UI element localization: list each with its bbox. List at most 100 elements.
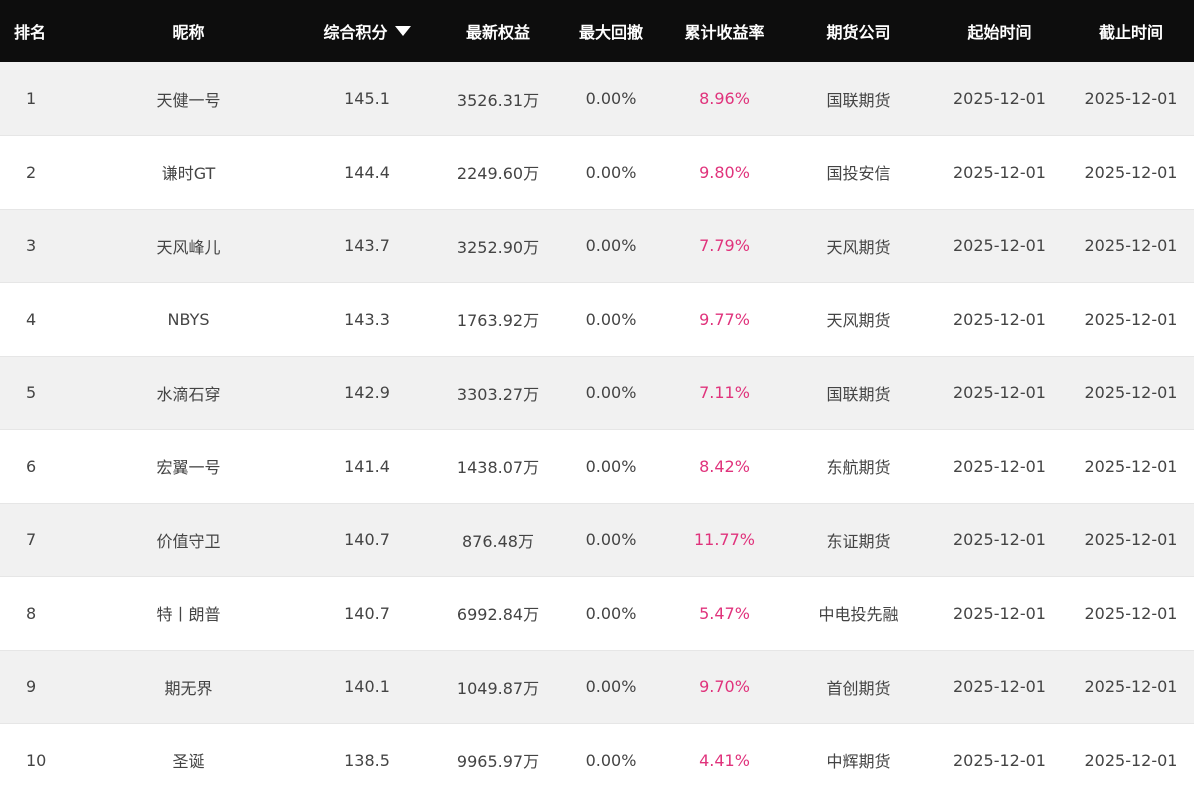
return-rate-cell: 5.47% — [699, 603, 750, 623]
table-row[interactable]: 8 特丨朗普 140.7 6992.84万 0.00% 5.47% 中电投先融 2025-12… — [0, 576, 1194, 650]
column-header-end[interactable]: 截止时间 — [1098, 23, 1163, 42]
start-time-cell: 2025-12-01 — [953, 236, 1046, 256]
end-time-cell: 2025-12-01 — [1084, 236, 1178, 256]
rank-cell: 6 — [26, 456, 37, 476]
table-row[interactable]: 10 圣诞 138.5 9965.97万 0.00% 4.41% 中辉期货 2025-12-0… — [0, 723, 1194, 791]
equity-cell: 1763.92万 — [456, 311, 540, 331]
score-cell: 142.9 — [344, 383, 390, 403]
company-cell: 首创期货 — [826, 678, 891, 698]
table-header-row: 排名 昵称 综合积分 最新权益 最大回撤 累计收益率 期货公司 起始时间 截止时… — [0, 0, 1194, 62]
nickname-cell: 价值守卫 — [156, 531, 221, 551]
end-time-cell: 2025-12-01 — [1084, 603, 1178, 623]
table-row[interactable]: 6 宏翼一号 141.4 1438.07万 0.00% 8.42% 东航期货 2025-12-… — [0, 429, 1194, 503]
company-cell: 天风期货 — [826, 311, 891, 331]
column-header-nickname[interactable]: 昵称 — [172, 23, 205, 42]
table-row[interactable]: 7 价值守卫 140.7 876.48万 0.00% 11.77% 东证期货 2025-12-… — [0, 503, 1194, 577]
table-row[interactable]: 3 天风峰儿 143.7 3252.90万 0.00% 7.79% 天风期货 2025-12-… — [0, 209, 1194, 283]
drawdown-cell: 0.00% — [585, 383, 637, 403]
table-row[interactable]: 1 天健一号 145.1 3526.31万 0.00% 8.96% 国联期货 2025-12-… — [0, 62, 1194, 136]
column-header-equity[interactable]: 最新权益 — [465, 23, 530, 42]
nickname-cell: 天风峰儿 — [156, 237, 221, 257]
company-cell: 中辉期货 — [826, 752, 891, 772]
company-cell: 东航期货 — [826, 458, 891, 478]
table-row[interactable]: 9 期无界 140.1 1049.87万 0.00% 9.70% 首创期货 2025-12-0… — [0, 650, 1194, 724]
equity-cell: 6992.84万 — [456, 605, 540, 625]
equity-cell: 1438.07万 — [456, 458, 540, 478]
return-rate-cell: 9.80% — [699, 162, 750, 182]
equity-cell: 876.48万 — [462, 531, 534, 551]
start-time-cell: 2025-12-01 — [953, 309, 1046, 329]
company-cell: 中电投先融 — [818, 605, 899, 625]
start-time-cell: 2025-12-01 — [953, 456, 1046, 476]
nickname-cell: 特丨朗普 — [156, 605, 221, 625]
end-time-cell: 2025-12-01 — [1084, 750, 1178, 770]
end-time-cell: 2025-12-01 — [1084, 677, 1178, 697]
company-cell: 国联期货 — [826, 384, 891, 404]
end-time-cell: 2025-12-01 — [1084, 89, 1178, 108]
drawdown-cell: 0.00% — [585, 677, 637, 697]
company-cell: 东证期货 — [826, 531, 891, 551]
drawdown-cell: 0.00% — [585, 456, 637, 476]
return-rate-cell: 8.42% — [699, 456, 750, 476]
return-rate-cell: 11.77% — [693, 530, 755, 550]
start-time-cell: 2025-12-01 — [953, 530, 1046, 550]
nickname-cell: 宏翼一号 — [156, 458, 221, 478]
start-time-cell: 2025-12-01 — [953, 677, 1046, 697]
score-cell: 145.1 — [344, 89, 390, 108]
return-rate-cell: 4.41% — [699, 750, 750, 770]
score-cell: 140.7 — [344, 530, 390, 550]
company-cell: 国投安信 — [826, 164, 891, 184]
score-cell: 141.4 — [344, 456, 390, 476]
equity-cell: 2249.60万 — [456, 164, 540, 184]
start-time-cell: 2025-12-01 — [953, 750, 1046, 770]
table-row[interactable]: 4 NBYS 143.3 1763.92万 0.00% 9.77% 天风期货 2025-12-… — [0, 282, 1194, 356]
start-time-cell: 2025-12-01 — [953, 383, 1046, 403]
equity-cell: 3526.31万 — [456, 90, 540, 110]
rank-cell: 7 — [26, 530, 37, 550]
start-time-cell: 2025-12-01 — [953, 89, 1046, 108]
column-header-drawdown[interactable]: 最大回撤 — [578, 23, 643, 42]
end-time-cell: 2025-12-01 — [1084, 383, 1178, 403]
drawdown-cell: 0.00% — [585, 750, 637, 770]
score-cell: 140.1 — [344, 677, 390, 697]
end-time-cell: 2025-12-01 — [1084, 456, 1178, 476]
return-rate-cell: 7.79% — [699, 236, 750, 256]
drawdown-cell: 0.00% — [585, 89, 637, 108]
equity-cell: 9965.97万 — [456, 752, 540, 772]
table-row[interactable]: 2 谦时GT 144.4 2249.60万 0.00% 9.80% 国投安信 2025-12-… — [0, 135, 1194, 209]
rank-cell: 8 — [26, 603, 37, 623]
column-header-start[interactable]: 起始时间 — [967, 23, 1032, 42]
column-header-score-label[interactable]: 综合积分 — [323, 23, 388, 42]
return-rate-cell: 9.77% — [699, 309, 750, 329]
column-header-company[interactable]: 期货公司 — [826, 23, 891, 42]
column-header-rank[interactable]: 排名 — [14, 23, 47, 42]
table-row[interactable]: 5 水滴石穿 142.9 3303.27万 0.00% 7.11% 国联期货 2025-12-… — [0, 356, 1194, 430]
sort-descending-icon[interactable] — [394, 26, 411, 36]
score-cell: 143.7 — [344, 236, 390, 256]
rank-cell: 10 — [26, 750, 47, 770]
return-rate-cell: 7.11% — [699, 383, 750, 403]
score-cell: 140.7 — [344, 603, 390, 623]
nickname-cell: 天健一号 — [156, 90, 221, 110]
equity-cell: 1049.87万 — [456, 678, 540, 698]
table-body: 1 天健一号 145.1 3526.31万 0.00% 8.96% 国联期货 2025-12-… — [0, 62, 1194, 791]
rank-cell: 9 — [26, 677, 37, 697]
drawdown-cell: 0.00% — [585, 236, 637, 256]
score-cell: 143.3 — [344, 309, 390, 329]
rank-cell: 5 — [26, 383, 37, 403]
drawdown-cell: 0.00% — [585, 603, 637, 623]
return-rate-cell: 9.70% — [699, 677, 750, 697]
end-time-cell: 2025-12-01 — [1084, 309, 1178, 329]
start-time-cell: 2025-12-01 — [953, 603, 1046, 623]
nickname-cell: NBYS — [167, 309, 210, 329]
equity-cell: 3252.90万 — [456, 237, 540, 257]
rank-cell: 3 — [26, 236, 37, 256]
rank-cell: 4 — [26, 309, 37, 329]
column-header-score[interactable]: 综合积分 — [297, 0, 437, 62]
nickname-cell: 谦时GT — [161, 164, 216, 184]
company-cell: 国联期货 — [826, 90, 891, 110]
column-header-return-rate[interactable]: 累计收益率 — [684, 23, 765, 42]
rank-cell: 2 — [26, 162, 37, 182]
end-time-cell: 2025-12-01 — [1084, 530, 1178, 550]
